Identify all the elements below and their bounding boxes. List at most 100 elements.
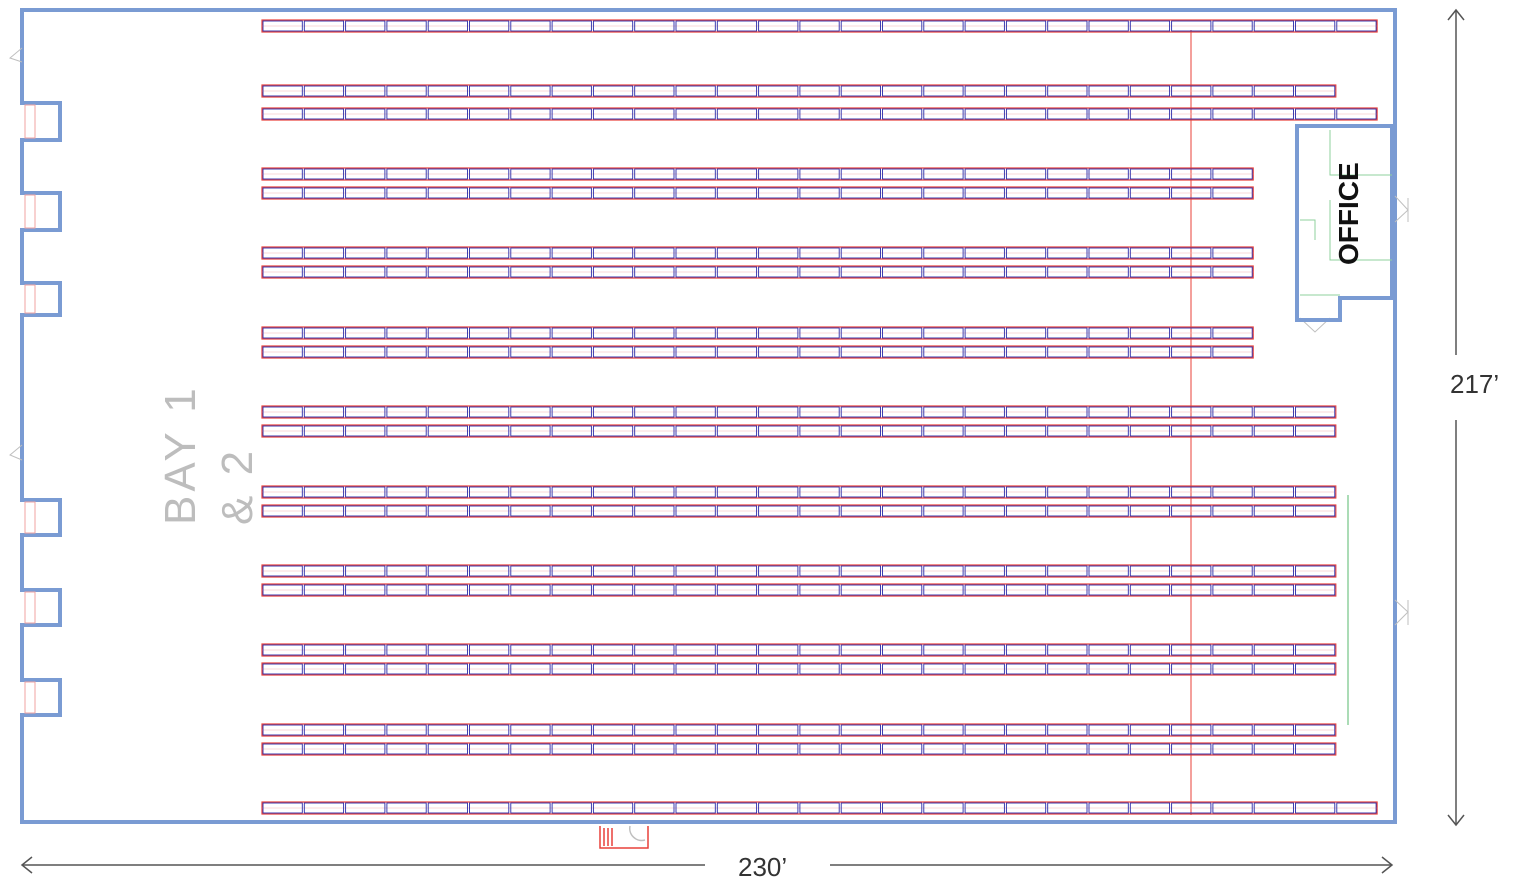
rack-bay [799,108,840,120]
rack-bay [840,505,881,517]
bay-label-line2: & 2 [213,447,262,525]
rack-bay [1047,266,1088,278]
rack-bay [1088,187,1129,199]
rack-bay [592,168,634,180]
rack-bay [1005,425,1047,437]
rack-bay [923,168,964,180]
rack-bay [1171,266,1212,278]
rack-bay [262,724,303,736]
rack-bay [427,406,468,418]
rack-bay [386,187,427,199]
rack-bay [1088,743,1129,755]
rack-bay [345,486,386,498]
rack-bay [386,644,427,656]
rack-bay [758,108,799,120]
rack-bay [551,644,592,656]
rack-row [261,742,1337,756]
rack-bay [551,327,592,339]
rack-bay [1295,743,1336,755]
rack-bay [634,20,675,32]
rack-bay [675,168,716,180]
rack-bay [840,565,881,577]
rack-bay [303,565,345,577]
rack-bay [758,187,799,199]
rack-bay [923,406,964,418]
rack-bay [1005,85,1047,97]
rack-bay [427,743,468,755]
rack-bay [592,743,634,755]
rack-bay [1088,327,1129,339]
rack-bay [923,187,964,199]
rack-bay [1336,20,1377,32]
rack-bay [716,20,758,32]
rack-bay [592,406,634,418]
rack-bay [427,565,468,577]
rack-bay [510,187,551,199]
rack-bay [799,346,840,358]
rack-bay [510,346,551,358]
rack-row [261,662,1337,676]
rack-bay [882,187,923,199]
rack-row [261,564,1337,578]
rack-bay [716,425,758,437]
rack-bay [1212,20,1253,32]
rack-bay [551,266,592,278]
rack-bay [1295,85,1336,97]
rack-bay [1047,584,1088,596]
rack-bay [1129,187,1171,199]
rack-bay [675,266,716,278]
rack-bay [1295,802,1336,814]
rack-bay [303,663,345,675]
rack-bay [427,187,468,199]
rack-bay [592,802,634,814]
height-dimension [1447,8,1465,827]
rack-bay [882,85,923,97]
rack-bay [1171,663,1212,675]
rack-bay [303,247,345,259]
rack-row [261,405,1337,419]
rack-bay [964,584,1005,596]
rack-bay [1088,108,1129,120]
rack-bay [923,20,964,32]
rack-bay [1005,743,1047,755]
rack-bay [386,327,427,339]
rack-bay [551,247,592,259]
rack-bay [634,565,675,577]
rack-bay [799,802,840,814]
rack-bay [469,20,510,32]
rack-bay [1171,187,1212,199]
rack-bay [1295,644,1336,656]
rack-bay [469,486,510,498]
rack-bay [840,406,881,418]
rack-bay [1212,247,1253,259]
rack-bay [469,406,510,418]
rack-bay [923,247,964,259]
rack-bay [510,505,551,517]
rack-bay [716,85,758,97]
rack-bay [551,425,592,437]
rack-bay [799,85,840,97]
rack-bay [1005,108,1047,120]
rack-bay [1005,486,1047,498]
rack-bay [923,802,964,814]
rack-bay [592,486,634,498]
office: OFFICE [1295,124,1394,322]
rack-bay [510,85,551,97]
rack-bay [262,168,303,180]
rack-bay [303,743,345,755]
rack-bay [551,565,592,577]
rack-bay [345,85,386,97]
rack-bay [1129,743,1171,755]
rack-bay [1129,486,1171,498]
rack-bay [262,85,303,97]
rack-bay [469,802,510,814]
rack-bay [1047,406,1088,418]
rack-bay [303,20,345,32]
rack-bay [716,802,758,814]
rack-bay [840,108,881,120]
rack-bay [303,724,345,736]
rack-bay [551,802,592,814]
rack-bay [882,663,923,675]
rack-bay [634,743,675,755]
rack-bay [882,20,923,32]
